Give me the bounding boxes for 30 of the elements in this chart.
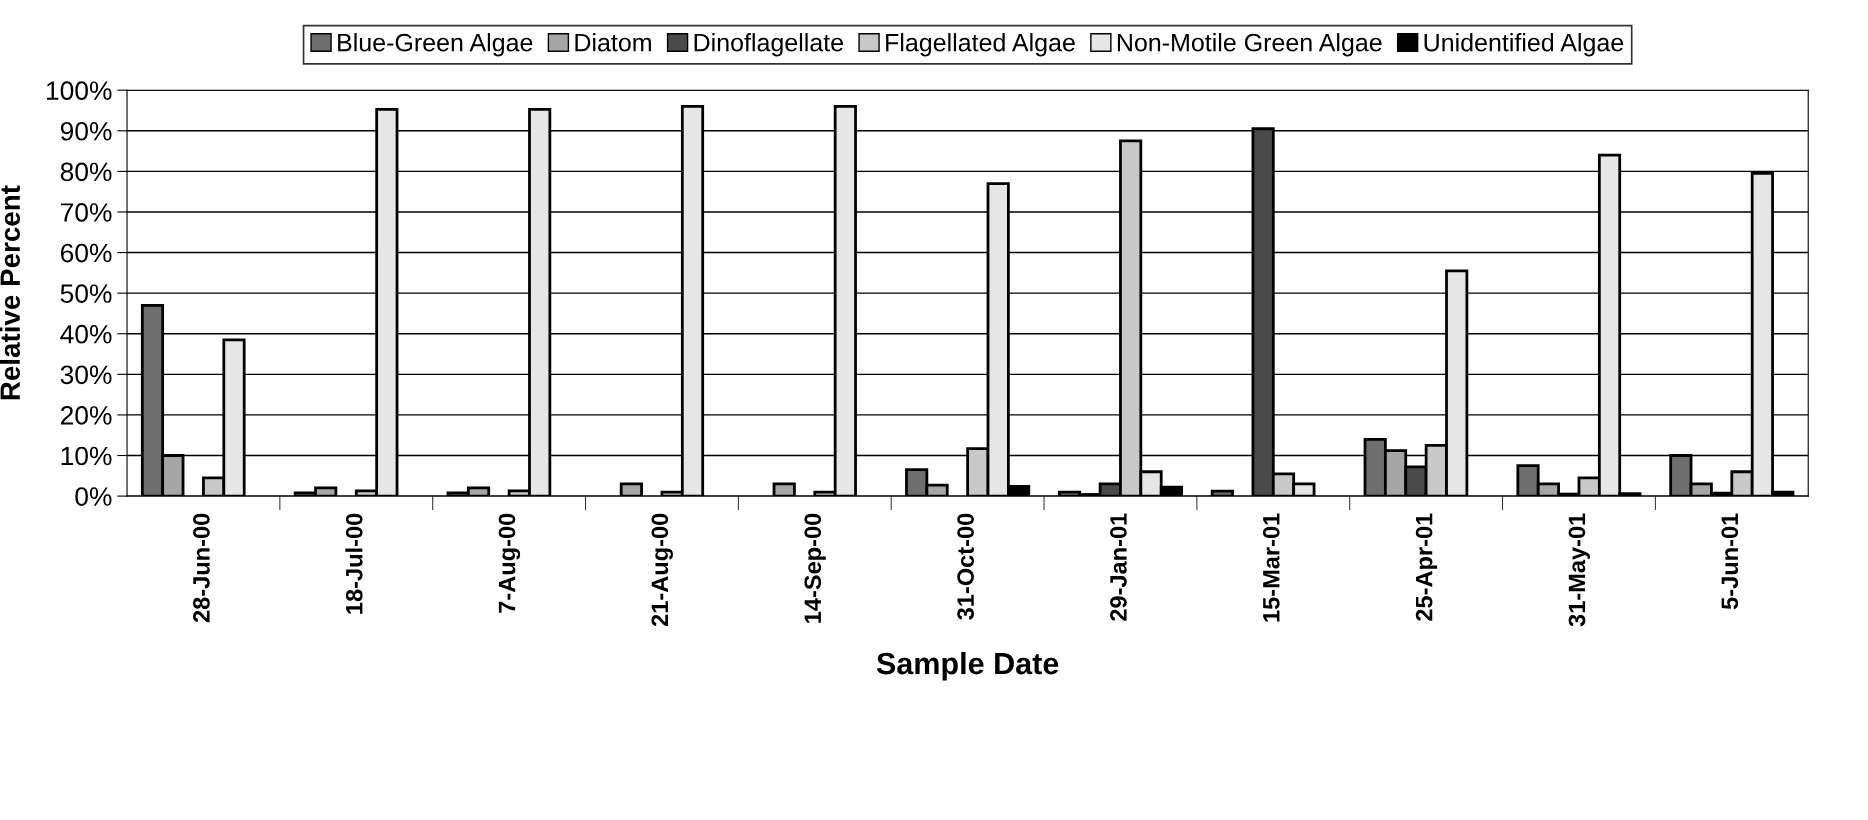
y-tick-label: 50% bbox=[60, 284, 112, 303]
x-tick-label: 7-Aug-00 bbox=[498, 513, 521, 613]
x-tick-label: 31-Oct-00 bbox=[957, 513, 974, 620]
x-tick-label: 5-Jun-01 bbox=[1721, 513, 1739, 610]
x-tick-label: 31-May-01 bbox=[1568, 513, 1590, 627]
legend-label: Non-Motile Green Algae bbox=[1117, 33, 1382, 57]
x-tick-label: 14-Sep-00 bbox=[804, 513, 826, 623]
x-tick-label: 18-Jul-00 bbox=[345, 513, 363, 614]
x-axis-title: Sample Date bbox=[876, 651, 1059, 681]
legend-label: Diatom bbox=[575, 33, 651, 52]
legend-label: Flagellated Algae bbox=[886, 33, 1075, 57]
y-tick-label: 30% bbox=[60, 365, 112, 385]
legend-label: Dinoflagellate bbox=[694, 33, 843, 57]
x-tick-label: 28-Jun-00 bbox=[193, 513, 210, 623]
y-tick-label: 60% bbox=[60, 243, 112, 263]
y-tick-label: 90% bbox=[60, 121, 112, 141]
x-tick-label: 29-Jan-01 bbox=[1110, 513, 1127, 621]
y-tick-label: 20% bbox=[60, 406, 112, 425]
y-tick-label: 40% bbox=[60, 324, 112, 344]
x-tick-label: 21-Aug-00 bbox=[651, 513, 673, 627]
x-tick-label: 15-Mar-01 bbox=[1262, 513, 1280, 622]
legend-label: Unidentified Algae bbox=[1424, 33, 1624, 57]
legend-label: Blue-Green Algae bbox=[338, 33, 533, 57]
y-tick-label: 0% bbox=[75, 487, 112, 506]
x-tick-label: 25-Apr-01 bbox=[1415, 513, 1438, 621]
y-tick-label: 80% bbox=[60, 162, 112, 182]
y-tick-label: 10% bbox=[61, 446, 112, 466]
y-tick-label: 100% bbox=[46, 81, 112, 101]
y-axis-title: Relative Percent bbox=[0, 185, 21, 400]
y-tick-label: 70% bbox=[60, 203, 112, 222]
